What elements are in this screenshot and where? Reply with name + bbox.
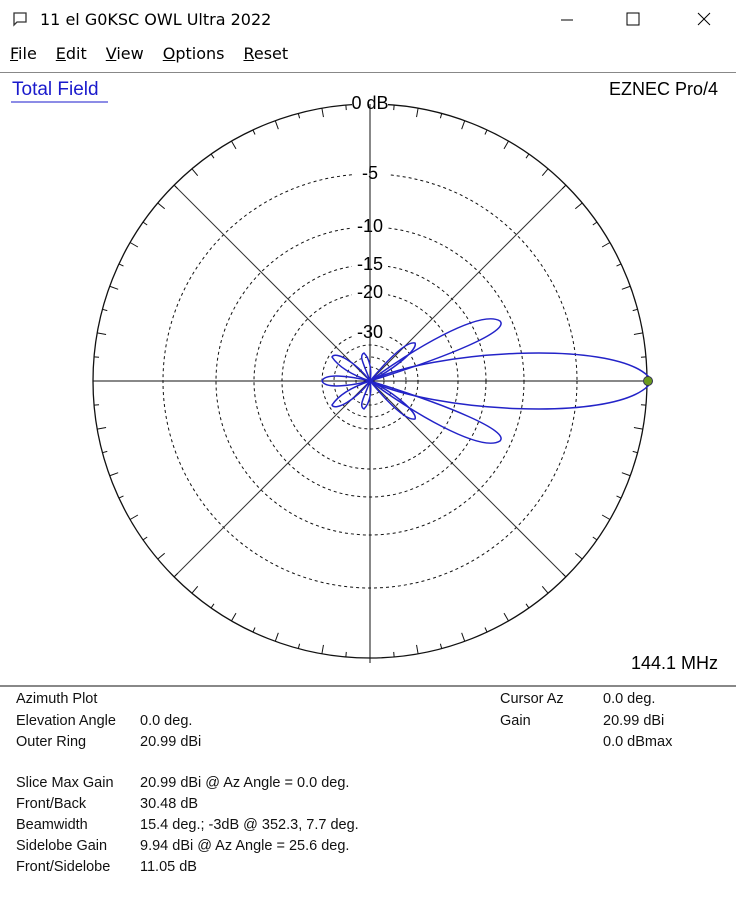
cursor-marker — [644, 377, 653, 386]
degree-tick — [622, 286, 630, 289]
degree-tick — [253, 628, 255, 633]
degree-tick — [275, 633, 278, 641]
degree-tick — [417, 108, 419, 117]
info-label: Cursor Az — [500, 691, 564, 707]
degree-tick — [562, 185, 566, 189]
degree-tick — [575, 203, 582, 209]
field-label: Total Field — [12, 79, 99, 100]
degree-tick — [119, 264, 124, 266]
degree-tick — [602, 515, 610, 520]
polar-plot: Total Field EZNEC Pro/4 144.1 MHz 0 dB-5… — [0, 72, 736, 685]
program-label: EZNEC Pro/4 — [609, 79, 718, 99]
degree-tick — [462, 633, 465, 641]
degree-tick — [130, 243, 138, 248]
degree-tick — [97, 333, 106, 335]
degree-tick — [192, 169, 198, 176]
degree-tick — [617, 264, 622, 266]
degree-tick — [462, 121, 465, 129]
info-value: 20.99 dBi — [603, 713, 664, 729]
menu-item[interactable]: Options — [163, 44, 225, 63]
degree-tick — [593, 222, 597, 225]
degree-tick — [211, 154, 214, 158]
info-label: Gain — [500, 713, 531, 729]
info-label: Outer Ring — [16, 734, 86, 750]
degree-tick — [143, 222, 147, 225]
frequency-label: 144.1 MHz — [631, 653, 718, 673]
degree-tick — [504, 141, 509, 149]
degree-tick — [485, 130, 487, 135]
degree-tick — [322, 108, 324, 117]
degree-tick — [232, 613, 237, 621]
degree-tick — [440, 113, 441, 118]
degree-tick — [130, 515, 138, 520]
degree-tick — [542, 586, 548, 593]
degree-tick — [102, 451, 107, 452]
degree-tick — [593, 537, 597, 540]
degree-tick — [622, 473, 630, 476]
degree-tick — [634, 428, 643, 430]
degree-tick — [174, 573, 178, 577]
info-panel: Azimuth Plot Elevation Angle 0.0 deg. Outer… — [0, 685, 736, 907]
degree-tick — [526, 154, 529, 158]
degree-tick — [211, 604, 214, 608]
info-value: 0.0 deg. — [603, 691, 655, 707]
degree-tick — [504, 613, 509, 621]
degree-tick — [110, 473, 118, 476]
menu-item[interactable]: Reset — [243, 44, 288, 63]
menu-item[interactable]: Edit — [56, 44, 87, 63]
degree-tick — [417, 645, 419, 654]
degree-tick — [298, 644, 299, 649]
degree-tick — [575, 553, 582, 559]
degree-tick — [97, 428, 106, 430]
degree-tick — [602, 243, 610, 248]
info-label: Elevation Angle — [16, 713, 116, 729]
menu-item[interactable]: View — [106, 44, 144, 63]
degree-tick — [542, 169, 548, 176]
degree-tick — [298, 113, 299, 118]
degree-tick — [253, 130, 255, 135]
degree-tick — [322, 645, 324, 654]
menu-item[interactable]: File — [10, 44, 37, 63]
degree-tick — [526, 604, 529, 608]
degree-tick — [143, 537, 147, 540]
degree-tick — [158, 203, 165, 209]
menu-bar: File Edit View Options Reset — [0, 44, 297, 72]
window-title: 11 el G0KSC OWL Ultra 2022 — [40, 10, 271, 29]
degree-tick — [634, 333, 643, 335]
degree-tick — [633, 451, 638, 452]
info-label: Front/Back — [16, 796, 86, 812]
degree-tick — [485, 628, 487, 633]
degree-tick — [102, 309, 107, 310]
degree-tick — [158, 553, 165, 559]
degree-tick — [119, 496, 124, 498]
degree-tick — [110, 286, 118, 289]
info-value: 9.94 dBi @ Az Angle = 25.6 deg. — [140, 838, 349, 854]
info-value: 0.0 deg. — [140, 713, 192, 729]
info-value: 15.4 deg.; -3dB @ 352.3, 7.7 deg. — [140, 817, 359, 833]
degree-tick — [275, 121, 278, 129]
info-label: Beamwidth — [16, 817, 88, 833]
degree-tick — [562, 573, 566, 577]
info-label: Azimuth Plot — [16, 691, 97, 707]
info-label: Front/Sidelobe — [16, 859, 110, 875]
info-label: Slice Max Gain — [16, 775, 114, 791]
info-label: Sidelobe Gain — [16, 838, 107, 854]
degree-tick — [440, 644, 441, 649]
info-value: 11.05 dB — [140, 859, 197, 875]
degree-tick — [174, 185, 178, 189]
degree-tick — [633, 309, 638, 310]
info-value: 30.48 dB — [140, 796, 198, 812]
title-bar: 11 el G0KSC OWL Ultra 2022 — [0, 0, 736, 40]
info-value: 20.99 dBi — [140, 734, 201, 750]
degree-tick — [192, 586, 198, 593]
info-value: 0.0 dBmax — [603, 734, 672, 750]
degree-tick — [232, 141, 237, 149]
info-value: 20.99 dBi @ Az Angle = 0.0 deg. — [140, 775, 349, 791]
degree-tick — [617, 496, 622, 498]
